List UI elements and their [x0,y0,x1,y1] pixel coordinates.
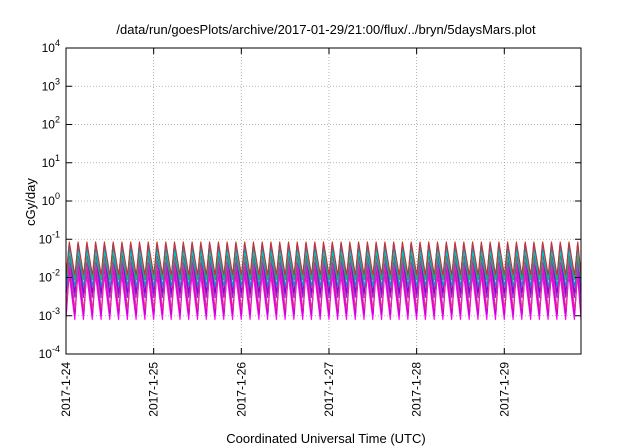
x-axis-ticks: 2017-1-24 2017-1-25 2017-1-26 2017-1-27 2017… [59,48,511,417]
y-tick-label-exponent: -3 [52,306,60,316]
y-axis-label: cGy/day [23,178,38,226]
y-tick-label-exponent: -1 [52,229,60,239]
y-tick-label: 102 [42,115,60,132]
y-tick-label-base: 10 [39,309,53,323]
y-tick-label-base: 10 [42,118,56,132]
y-tick-label: 104 [42,38,60,55]
y-tick-label-exponent: 1 [55,153,60,163]
y-tick-label: 100 [42,191,60,208]
y-tick-label-base: 10 [39,232,53,246]
data-series-group [65,241,582,321]
y-tick-label-base: 10 [42,156,56,170]
y-tick-label: 10-1 [39,229,60,246]
y-tick-label-base: 10 [42,79,56,93]
y-tick-label: 10-3 [39,306,60,323]
x-tick-label: 2017-1-29 [497,362,511,417]
y-tick-label: 10-2 [39,268,60,285]
y-tick-label-base: 10 [39,347,53,361]
y-tick-label-base: 10 [42,41,56,55]
x-tick-label: 2017-1-24 [59,362,73,417]
y-tick-label-exponent: 3 [55,76,60,86]
y-tick-label-exponent: 0 [55,191,60,201]
x-axis-label: Coordinated Universal Time (UTC) [226,431,425,446]
y-tick-label-exponent: 4 [55,38,60,48]
x-tick-label: 2017-1-25 [147,362,161,417]
y-tick-label-exponent: -2 [52,268,60,278]
x-tick-label: 2017-1-26 [234,362,248,417]
y-tick-label-exponent: 2 [55,115,60,125]
y-tick-label: 103 [42,76,60,93]
y-tick-label-base: 10 [39,271,53,285]
x-tick-label: 2017-1-28 [410,362,424,417]
data-series-line [65,241,582,276]
y-tick-label-exponent: -4 [52,344,60,354]
y-tick-label-base: 10 [42,194,56,208]
x-tick-label: 2017-1-27 [322,362,336,417]
y-tick-label: 10-4 [39,344,60,361]
chart-title: /data/run/goesPlots/archive/2017-01-29/2… [116,22,536,37]
y-tick-label: 101 [42,153,60,170]
